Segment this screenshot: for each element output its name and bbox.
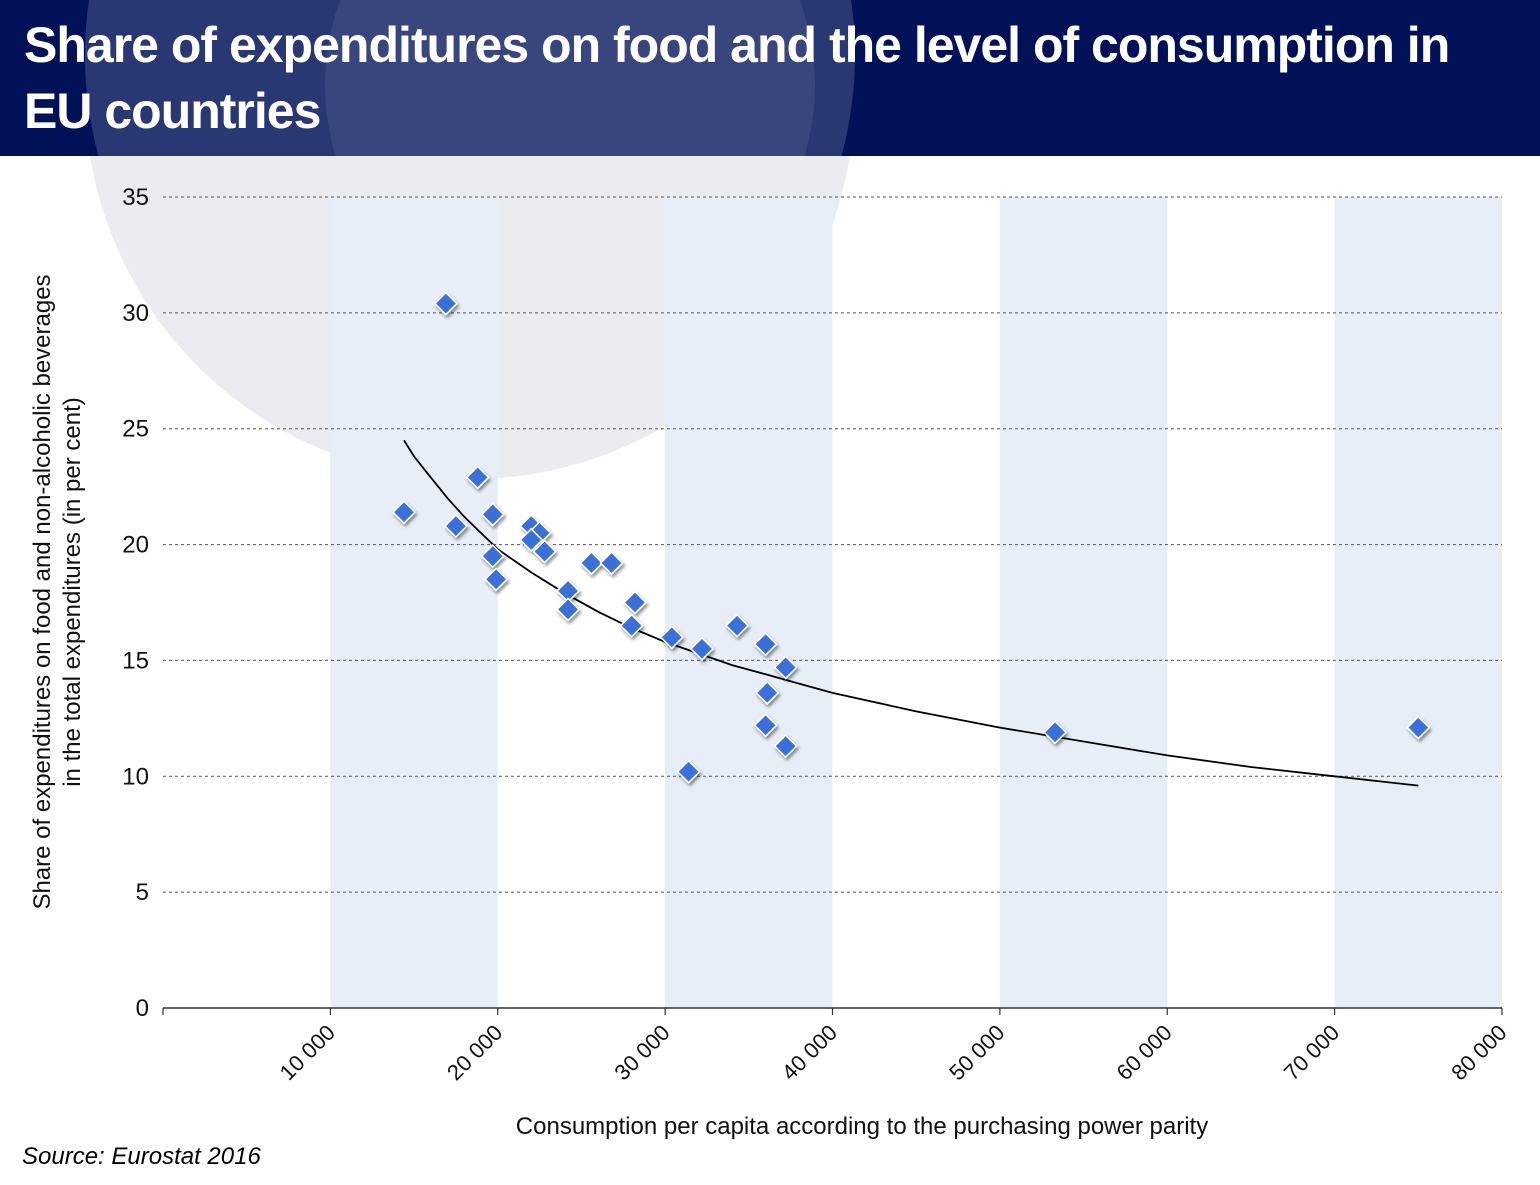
chart-title: Share of expenditures on food and the le… bbox=[24, 17, 1450, 139]
data-point bbox=[724, 613, 750, 638]
data-point bbox=[480, 544, 505, 569]
shaded-band-3 bbox=[1334, 197, 1502, 1008]
x-tick-label: 40 000 bbox=[777, 1020, 842, 1085]
y-tick-label: 15 bbox=[122, 647, 149, 674]
x-tick-label: 50 000 bbox=[944, 1020, 1009, 1085]
data-point bbox=[532, 539, 557, 564]
data-point bbox=[755, 680, 780, 706]
data-point bbox=[753, 713, 778, 738]
data-point bbox=[483, 567, 509, 592]
x-tick-label: 80 000 bbox=[1446, 1020, 1511, 1085]
x-tick-label: 20 000 bbox=[442, 1020, 507, 1085]
title-banner: Share of expenditures on food and the le… bbox=[0, 0, 1540, 156]
data-point bbox=[519, 527, 544, 553]
data-point bbox=[1042, 720, 1068, 745]
y-axis-label-line-1: Share of expenditures on food and non-al… bbox=[29, 274, 56, 909]
data-point bbox=[391, 499, 417, 525]
y-tick-label: 0 bbox=[136, 995, 149, 1022]
x-tick-label: 10 000 bbox=[275, 1020, 340, 1085]
y-tick-label: 10 bbox=[122, 763, 149, 790]
data-point bbox=[1406, 715, 1431, 740]
y-tick-label: 35 bbox=[122, 184, 149, 211]
data-point bbox=[480, 502, 505, 527]
y-tick-label: 20 bbox=[122, 532, 149, 559]
logo-watermark bbox=[85, 0, 855, 156]
shaded-band-2 bbox=[999, 197, 1168, 1008]
data-point bbox=[579, 550, 604, 576]
y-tick-label: 30 bbox=[122, 300, 149, 327]
data-point bbox=[659, 625, 684, 650]
x-axis-label: Consumption per capita according to the … bbox=[516, 1113, 1208, 1140]
y-tick-label: 25 bbox=[122, 416, 149, 443]
data-point bbox=[465, 465, 490, 490]
data-point bbox=[599, 550, 624, 576]
trend-line bbox=[403, 439, 1419, 787]
x-tick-label: 30 000 bbox=[609, 1020, 674, 1085]
y-axis-label: Share of expenditures on food and non-al… bbox=[29, 274, 86, 909]
data-point bbox=[555, 597, 581, 622]
data-point bbox=[689, 636, 715, 661]
y-axis-label-line-2: in the total expenditures (in per cent) bbox=[59, 397, 86, 787]
shaded-band-1 bbox=[665, 197, 833, 1008]
data-point bbox=[676, 759, 701, 784]
x-tick-label: 60 000 bbox=[1112, 1020, 1177, 1085]
x-tick-label: 70 000 bbox=[1279, 1020, 1344, 1085]
data-point bbox=[443, 513, 469, 539]
data-point bbox=[753, 632, 778, 657]
data-point bbox=[433, 291, 458, 316]
data-point bbox=[619, 613, 644, 638]
data-point bbox=[622, 590, 648, 615]
shaded-band-0 bbox=[330, 197, 498, 1008]
source-note: Source: Eurostat 2016 bbox=[22, 1143, 261, 1170]
y-tick-label: 5 bbox=[136, 879, 149, 906]
data-point bbox=[773, 734, 798, 759]
data-point bbox=[773, 655, 798, 680]
